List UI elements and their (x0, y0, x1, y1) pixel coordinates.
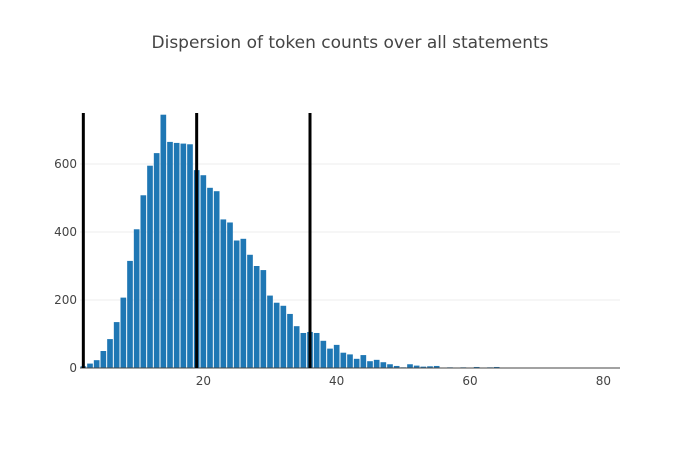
bar-61 (473, 366, 480, 368)
bar-40 (333, 344, 340, 368)
bar-25 (233, 240, 240, 368)
bar-9 (127, 260, 133, 368)
bar-11 (140, 195, 147, 368)
x-tick-label: 80 (596, 374, 611, 388)
bar-29 (260, 270, 267, 368)
bars (80, 114, 507, 368)
bar-49 (393, 365, 400, 368)
bar-46 (373, 359, 380, 368)
chart-title: Dispersion of token counts over all stat… (151, 33, 549, 53)
bar-52 (413, 365, 420, 368)
y-tick-label: 400 (54, 225, 77, 239)
bar-5 (100, 351, 107, 368)
tick-labels: 20 40 60 80 0 200 400 600 (54, 157, 611, 388)
bar-47 (380, 362, 387, 368)
bar-45 (367, 361, 373, 368)
bar-30 (267, 295, 273, 368)
bar-54 (427, 366, 433, 368)
bar-44 (360, 355, 367, 368)
bar-64 (493, 366, 500, 368)
bar-4 (93, 360, 100, 368)
bar-8 (120, 297, 127, 368)
x-tick-label: 60 (462, 374, 477, 388)
bar-15 (167, 141, 173, 368)
bar-14 (160, 114, 167, 368)
bar-21 (207, 187, 213, 368)
bar-37 (313, 332, 320, 368)
bar-51 (407, 364, 413, 368)
bar-55 (433, 365, 440, 368)
bar-22 (213, 191, 220, 368)
bar-41 (340, 352, 347, 368)
bar-12 (147, 165, 153, 368)
bar-28 (253, 266, 260, 368)
bar-53 (420, 366, 427, 368)
bar-35 (300, 332, 307, 368)
bar-26 (240, 238, 247, 368)
y-tick-label: 600 (54, 157, 77, 171)
vertical-markers (81, 113, 312, 368)
bar-42 (347, 354, 353, 368)
bar-13 (153, 153, 160, 368)
bar-48 (387, 364, 393, 368)
x-tick-label: 20 (196, 374, 211, 388)
bar-27 (247, 254, 253, 368)
bar-34 (293, 326, 300, 368)
bar-32 (280, 305, 287, 368)
bar-3 (87, 363, 93, 368)
bar-6 (107, 339, 113, 368)
bar-31 (273, 302, 280, 368)
bar-16 (173, 142, 180, 368)
bar-17 (180, 143, 187, 368)
bar-24 (227, 222, 233, 368)
bar-23 (220, 219, 227, 368)
bar-33 (287, 313, 293, 368)
y-tick-label: 0 (69, 361, 77, 375)
x-tick-label: 40 (329, 374, 344, 388)
bar-43 (353, 358, 360, 368)
bar-7 (113, 322, 120, 368)
y-tick-label: 200 (54, 293, 77, 307)
bar-20 (200, 175, 207, 368)
bar-39 (327, 348, 333, 368)
bar-18 (187, 144, 193, 368)
bar-38 (320, 340, 327, 368)
bar-10 (133, 229, 140, 368)
